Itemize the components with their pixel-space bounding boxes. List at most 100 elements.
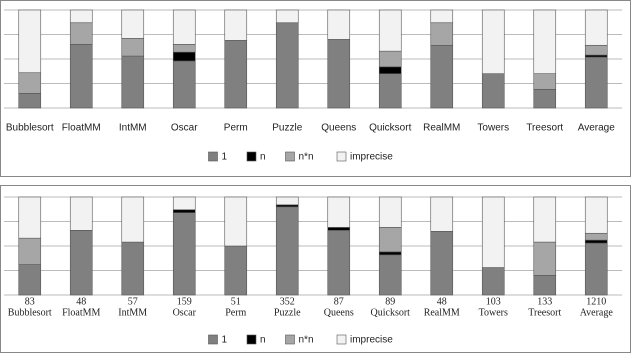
legend-swatch bbox=[208, 151, 218, 162]
x-tick-label: Quicksort bbox=[369, 123, 411, 134]
bar-segment bbox=[172, 196, 196, 211]
bar-segment bbox=[584, 44, 608, 56]
bar-segment bbox=[172, 209, 196, 213]
x-tick-label: FloatMM bbox=[62, 307, 100, 318]
legend-label: n bbox=[260, 335, 266, 346]
bar-segment bbox=[430, 9, 454, 24]
bar-segment bbox=[121, 55, 145, 109]
bar-segment bbox=[430, 196, 454, 232]
bar-segment bbox=[275, 206, 299, 296]
x-tick-label: Puzzle bbox=[274, 307, 301, 318]
bar-segment bbox=[224, 196, 248, 247]
category-count: 48 bbox=[437, 296, 447, 307]
legend-label: imprecise bbox=[350, 335, 393, 346]
bar-segment bbox=[481, 73, 505, 109]
x-tick-label: RealMM bbox=[424, 307, 460, 318]
x-tick-label: Towers bbox=[477, 123, 509, 134]
x-tick-label: Perm bbox=[224, 123, 248, 134]
bar-segment bbox=[378, 9, 402, 52]
x-tick-label: Average bbox=[578, 123, 616, 134]
bar-segment bbox=[584, 56, 608, 109]
legend-label: 1 bbox=[222, 335, 228, 346]
legend-swatch bbox=[336, 151, 347, 162]
bar-segment bbox=[172, 9, 196, 45]
legend-label: imprecise bbox=[350, 152, 393, 163]
bar-segment bbox=[224, 245, 248, 296]
chart-frame bbox=[0, 185, 631, 353]
legend-label: n*n bbox=[299, 152, 314, 163]
bar-segment bbox=[327, 39, 351, 109]
bar-segment bbox=[327, 227, 351, 231]
category-count: 1210 bbox=[586, 296, 606, 307]
bar-segment bbox=[378, 66, 402, 74]
bar-segment bbox=[378, 227, 402, 253]
category-count: 51 bbox=[231, 296, 241, 307]
bar-segment bbox=[275, 196, 299, 206]
bar-segment bbox=[121, 9, 145, 39]
legend-swatch bbox=[336, 334, 347, 345]
bar-segment bbox=[378, 254, 402, 296]
bar-segment bbox=[327, 9, 351, 40]
legend-swatch bbox=[208, 334, 218, 345]
bar-segment bbox=[430, 22, 454, 46]
bar-segment bbox=[172, 51, 196, 62]
bar-segment bbox=[172, 43, 196, 53]
bar-segment bbox=[430, 231, 454, 296]
bar-segment bbox=[69, 22, 93, 45]
category-count: 57 bbox=[128, 296, 138, 307]
category-count: 159 bbox=[177, 296, 192, 307]
x-tick-label: IntMM bbox=[119, 123, 147, 134]
bar-segment bbox=[584, 239, 608, 244]
bar-segment bbox=[69, 9, 93, 24]
bar-segment bbox=[69, 196, 93, 231]
bar-segment bbox=[275, 9, 299, 24]
bar-segment bbox=[533, 196, 557, 243]
x-tick-label: Perm bbox=[225, 307, 246, 318]
bar-segment bbox=[121, 241, 145, 296]
bar-segment bbox=[121, 196, 145, 243]
bar-segment bbox=[533, 73, 557, 90]
bar-segment bbox=[481, 196, 505, 268]
bar-segment bbox=[584, 242, 608, 296]
bar-segment bbox=[378, 196, 402, 228]
bar-segment bbox=[430, 44, 454, 109]
bar-segment bbox=[121, 38, 145, 57]
bar-segment bbox=[584, 232, 608, 241]
category-count: 352 bbox=[280, 296, 295, 307]
legend-swatch bbox=[246, 334, 257, 345]
x-tick-label: Oscar bbox=[171, 123, 198, 134]
bar-segment bbox=[533, 89, 557, 109]
bar-segment bbox=[18, 264, 42, 296]
x-tick-label: Oscar bbox=[173, 307, 197, 318]
bar-segment bbox=[584, 196, 608, 234]
category-count: 103 bbox=[486, 296, 501, 307]
bar-segment bbox=[224, 9, 248, 41]
bar-segment bbox=[18, 9, 42, 74]
x-tick-label: Towers bbox=[479, 307, 508, 318]
x-tick-label: RealMM bbox=[423, 123, 460, 134]
x-tick-label: IntMM bbox=[118, 307, 147, 318]
category-count: 89 bbox=[385, 296, 395, 307]
legend-swatch bbox=[285, 334, 295, 345]
bar-segment bbox=[584, 9, 608, 46]
bar-segment bbox=[533, 241, 557, 276]
bar-segment bbox=[224, 40, 248, 109]
legend-label: n*n bbox=[299, 335, 314, 346]
bar-segment bbox=[481, 9, 505, 75]
x-tick-label: Bubblesort bbox=[8, 307, 52, 318]
bar-segment bbox=[172, 212, 196, 296]
bar-segment bbox=[481, 267, 505, 296]
legend-label: 1 bbox=[222, 152, 228, 163]
chart-frame bbox=[0, 0, 631, 177]
bar-segment bbox=[327, 230, 351, 296]
x-tick-label: Queens bbox=[321, 123, 356, 134]
category-count: 87 bbox=[334, 296, 344, 307]
bar-segment bbox=[327, 196, 351, 228]
bar-segment bbox=[18, 93, 42, 109]
x-tick-label: Treesort bbox=[528, 307, 561, 318]
bar-segment bbox=[378, 73, 402, 109]
x-tick-label: Puzzle bbox=[272, 123, 302, 134]
category-count: 83 bbox=[25, 296, 35, 307]
bar-segment bbox=[275, 22, 299, 109]
